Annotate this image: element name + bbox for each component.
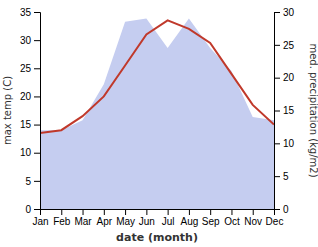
area	[40, 19, 274, 209]
tick-label: Oct	[224, 216, 240, 227]
tick-mark	[146, 209, 147, 215]
axis-line	[275, 13, 281, 210]
tick: May	[116, 209, 135, 227]
tick-mark	[40, 209, 41, 215]
tick-mark	[274, 78, 280, 79]
tick: 25	[274, 40, 295, 51]
tick: 15	[20, 119, 40, 130]
y-axis: 0 5 10 15 20 25 30 35	[20, 7, 41, 215]
tick-mark	[34, 153, 40, 154]
tick: Nov	[244, 209, 262, 227]
tick-label: 0	[283, 204, 289, 215]
y-axis-title: max temp (C)	[2, 76, 13, 145]
tick-label: Mar	[74, 216, 92, 227]
tick-mark	[34, 181, 40, 182]
tick-label: Aug	[181, 216, 199, 227]
tick: 15	[274, 105, 295, 116]
y2-axis-title: med. precipitation (kg/m2)	[308, 43, 318, 177]
tick-mark	[104, 209, 105, 215]
tick-label: 20	[283, 72, 295, 83]
tick: Dec	[266, 209, 284, 227]
tick-mark	[274, 12, 280, 13]
tick: 25	[20, 63, 40, 74]
tick-label: 30	[283, 7, 295, 18]
tick-label: 5	[25, 176, 31, 187]
tick-mark	[168, 209, 169, 215]
tick: 10	[20, 147, 40, 158]
tick-mark	[34, 12, 40, 13]
tick: Jan	[32, 209, 48, 227]
tick: 0	[274, 204, 289, 215]
y2-axis: 0 5 10 15 20 25 30	[274, 7, 295, 215]
tick-mark	[274, 45, 280, 46]
line	[40, 20, 274, 133]
tick: Mar	[74, 209, 92, 227]
x-axis: Jan FebMar AprMay Jun Jul AugSep Oct Nov Dec	[32, 209, 283, 227]
axis-line	[34, 13, 41, 210]
tick-mark	[125, 209, 126, 215]
tick-mark	[274, 143, 280, 144]
tick: 35	[20, 7, 40, 18]
chart: 0 5 10 15 20 25 30 35 0 5 10 15 20 25 30 Jan FebMar AprMa…	[0, 0, 318, 247]
tick-mark	[274, 111, 280, 112]
tick-label: 25	[20, 63, 32, 74]
tick: Jul	[162, 209, 175, 227]
tick: Aug	[181, 209, 199, 227]
tick-label: 35	[20, 7, 32, 18]
tick: 20	[20, 91, 40, 102]
tick-label: Dec	[266, 216, 284, 227]
tick: 10	[274, 138, 295, 149]
tick: 30	[20, 35, 40, 46]
tick: Oct	[224, 209, 240, 227]
tick: 5	[274, 171, 289, 182]
tick-label: 15	[283, 105, 295, 116]
tick-mark	[210, 209, 211, 215]
tick-label: May	[116, 216, 135, 227]
tick: Apr	[97, 209, 113, 227]
tick-mark	[34, 209, 40, 210]
axis-line	[41, 210, 275, 216]
tick-label: Jul	[162, 216, 175, 227]
tick: 20	[274, 72, 295, 83]
tick-label: 5	[283, 171, 289, 182]
tick-label: Nov	[244, 216, 262, 227]
plot: 0 5 10 15 20 25 30 35 0 5 10 15 20 25 30 Jan FebMar AprMa…	[20, 7, 295, 227]
tick-label: 30	[20, 35, 32, 46]
tick: 0	[25, 204, 40, 215]
tick-mark	[34, 125, 40, 126]
tick-label: Jan	[32, 216, 48, 227]
tick-mark	[274, 209, 275, 215]
tick-label: 25	[283, 40, 295, 51]
tick-mark	[34, 96, 40, 97]
tick-label: Sep	[202, 216, 220, 227]
tick: Jun	[139, 209, 155, 227]
tick-mark	[274, 176, 280, 177]
tick: Feb	[53, 209, 71, 227]
tick-label: Feb	[53, 216, 71, 227]
tick-label: Jun	[139, 216, 155, 227]
x-axis-title: date (month)	[116, 231, 198, 244]
tick-mark	[34, 68, 40, 69]
tick-label: 0	[25, 204, 31, 215]
tick-mark	[231, 209, 232, 215]
tick-label: 10	[283, 138, 295, 149]
tick-mark	[83, 209, 84, 215]
tick-label: 20	[20, 91, 32, 102]
tick-label: 10	[20, 147, 32, 158]
tick-mark	[189, 209, 190, 215]
tick: 5	[25, 176, 40, 187]
tick-mark	[253, 209, 254, 215]
tick: 30	[274, 7, 295, 18]
tick-mark	[34, 40, 40, 41]
tick-label: Apr	[97, 216, 113, 227]
tick-label: 15	[20, 119, 32, 130]
tick-mark	[61, 209, 62, 215]
marks	[40, 19, 274, 209]
tick: Sep	[202, 209, 220, 227]
